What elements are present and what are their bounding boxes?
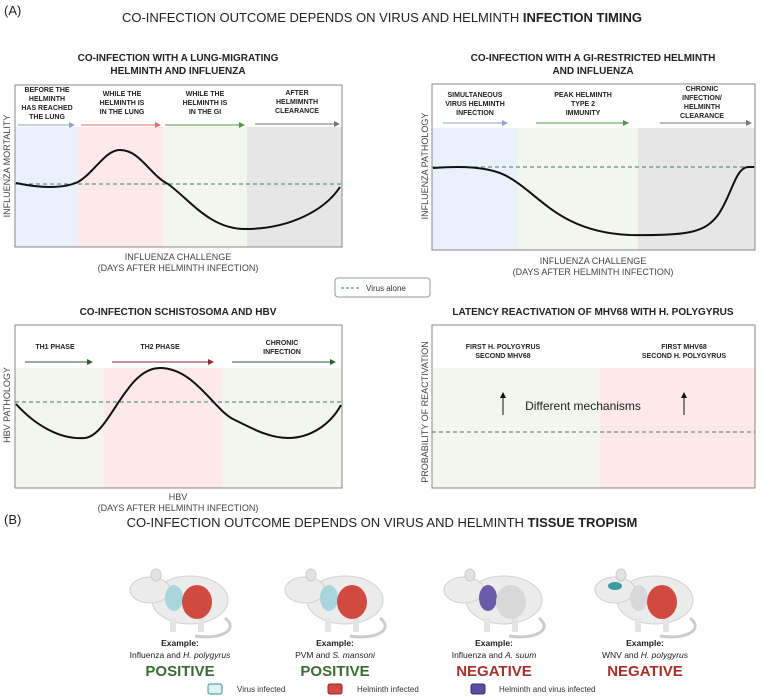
example-heading: Example:	[626, 638, 664, 648]
y-axis-label: INFLUENZA MORTALITY	[2, 115, 12, 218]
co-infection-curve	[15, 148, 341, 231]
tropism-legend: Virus infected Helminth infected Helmint…	[207, 683, 596, 695]
annotation: Different mechanisms	[525, 399, 641, 413]
mouse-illustration	[443, 568, 546, 639]
gi-restricted-panel: CO-INFECTION WITH A GI-RESTRICTED HELMIN…	[420, 53, 756, 277]
schistosoma-hbv-panel: CO-INFECTION SCHISTOSOMA AND HBV TH1 PHA…	[2, 307, 343, 513]
example-pair: Influenza and H. polygyrus	[130, 650, 231, 660]
gut	[337, 585, 367, 619]
lung	[630, 585, 648, 611]
lung	[320, 585, 338, 611]
gut	[182, 585, 212, 619]
panel-b-label: (B)	[4, 512, 21, 527]
x-axis-label: HBV	[169, 492, 188, 502]
example-pair: PVM and S. mansoni	[295, 650, 376, 660]
mouse-illustration	[284, 568, 387, 639]
co-infection-curve	[432, 165, 754, 237]
mouse-illustration	[129, 568, 232, 639]
co-infection-curve	[15, 366, 342, 440]
x-axis-label: INFLUENZA CHALLENGE	[125, 252, 232, 262]
mhv68-latency-panel: LATENCY REACTIVATION OF MHV68 WITH H. PO…	[420, 307, 756, 489]
x-axis-label: (DAYS AFTER HELMINTH INFECTION)	[513, 267, 674, 277]
example-pair: WNV and H. polygyrus	[602, 650, 689, 660]
outcome-label: NEGATIVE	[456, 663, 532, 680]
example-heading: Example:	[475, 638, 513, 648]
mouse-illustration	[594, 568, 697, 639]
plot-frame	[14, 324, 343, 489]
brain-infected	[608, 582, 622, 590]
outcome-label: POSITIVE	[145, 663, 214, 680]
title-plain: CO-INFECTION OUTCOME DEPENDS ON VIRUS AN…	[122, 10, 523, 25]
panel-title: LATENCY REACTIVATION OF MHV68 WITH H. PO…	[452, 307, 733, 318]
phase-labels: BEFORE THE HELMINTH HAS REACHED THE LUNG WH…	[21, 87, 319, 121]
lung-migrating-panel: CO-INFECTION WITH A LUNG-MIGRATING HELMI…	[2, 53, 343, 273]
x-axis-label: (DAYS AFTER HELMINTH INFECTION)	[98, 263, 259, 273]
example-heading: Example:	[316, 638, 354, 648]
panel-title: CO-INFECTION SCHISTOSOMA AND HBV	[80, 307, 277, 318]
panel-title: CO-INFECTION WITH A GI-RESTRICTED HELMIN…	[471, 53, 716, 64]
legend-virus: Virus infected	[237, 685, 285, 694]
lung	[165, 585, 183, 611]
legend-both: Helminth and virus infected	[499, 685, 596, 694]
example-pair: Influenza and A. suum	[452, 650, 537, 660]
x-axis-label: INFLUENZA CHALLENGE	[540, 256, 647, 266]
example-heading: Example:	[161, 638, 199, 648]
panel-a-title: CO-INFECTION OUTCOME DEPENDS ON VIRUS AN…	[122, 10, 642, 25]
y-axis-label: PROBABILITY OF REACTIVATION	[420, 341, 430, 483]
panel-title: AND INFLUENZA	[552, 66, 633, 77]
y-axis-label: INFLUENZA PATHOLOGY	[420, 113, 430, 220]
svg-text:TH2 PHASE: TH2 PHASE	[140, 344, 180, 351]
legend-label: Virus alone	[366, 284, 406, 293]
outcome-label: NEGATIVE	[607, 663, 683, 680]
legend-helminth: Helminth infected	[357, 685, 419, 694]
panel-b-title: CO-INFECTION OUTCOME DEPENDS ON VIRUS AN…	[127, 515, 638, 530]
x-axis-label: (DAYS AFTER HELMINTH INFECTION)	[98, 503, 259, 513]
title-bold: INFECTION TIMING	[523, 10, 642, 25]
gut	[496, 585, 526, 619]
svg-text:TH1 PHASE: TH1 PHASE	[35, 344, 75, 351]
lung	[479, 585, 497, 611]
panel-a-label: (A)	[4, 3, 21, 18]
virus-alone-legend: Virus alone	[334, 277, 431, 298]
gut	[647, 585, 677, 619]
panel-title: CO-INFECTION WITH A LUNG-MIGRATING	[78, 53, 279, 64]
outcome-label: POSITIVE	[300, 663, 369, 680]
y-axis-label: HBV PATHOLOGY	[2, 367, 12, 443]
plot-frame	[431, 324, 756, 489]
panel-title: HELMINTH AND INFLUENZA	[110, 66, 245, 77]
plot-frame	[14, 84, 343, 248]
